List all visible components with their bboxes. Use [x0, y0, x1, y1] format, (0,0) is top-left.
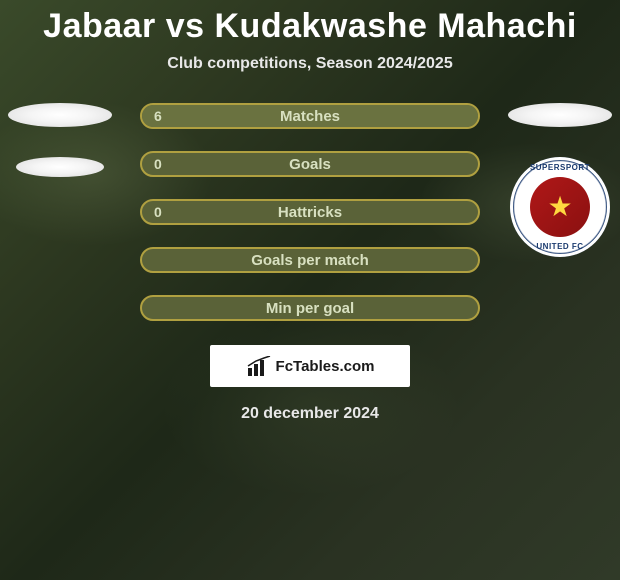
- bar-left-value: 0: [154, 156, 162, 172]
- brand-box: FcTables.com: [210, 345, 410, 387]
- right-player-column: SUPERSPORT ★ UNITED FC: [508, 103, 612, 257]
- bar-left-value: 6: [154, 108, 162, 124]
- stat-bar: 0 Goals: [140, 151, 480, 177]
- bar-label: Matches: [280, 108, 340, 125]
- brand-text: FcTables.com: [276, 358, 375, 375]
- right-club-badge: SUPERSPORT ★ UNITED FC: [510, 157, 610, 257]
- left-flag-icon: [8, 103, 112, 127]
- bar-label: Min per goal: [266, 300, 354, 317]
- club-badge-inner: ★: [530, 177, 590, 237]
- brand-chart-icon: [246, 356, 272, 376]
- star-icon: ★: [547, 193, 572, 221]
- comparison-card: Jabaar vs Kudakwashe Mahachi Club compet…: [0, 0, 620, 580]
- left-player-column: [8, 103, 112, 177]
- stat-bar: Goals per match: [140, 247, 480, 273]
- stat-bars: 6 Matches 0 Goals 0 Hattricks Goals per match M…: [140, 103, 480, 321]
- bar-label: Goals: [289, 156, 331, 173]
- main-area: SUPERSPORT ★ UNITED FC 6 Matches 0 Goals 0 Ha…: [0, 103, 620, 321]
- club-badge-bottom-text: UNITED FC: [536, 242, 583, 251]
- stat-bar: Min per goal: [140, 295, 480, 321]
- page-subtitle: Club competitions, Season 2024/2025: [167, 55, 452, 73]
- stat-bar: 6 Matches: [140, 103, 480, 129]
- club-badge-top-text: SUPERSPORT: [530, 163, 590, 172]
- footer-date: 20 december 2024: [241, 405, 379, 423]
- left-club-icon: [16, 157, 104, 177]
- bar-label: Hattricks: [278, 204, 342, 221]
- right-flag-icon: [508, 103, 612, 127]
- bar-label: Goals per match: [251, 252, 369, 269]
- bar-left-value: 0: [154, 204, 162, 220]
- page-title: Jabaar vs Kudakwashe Mahachi: [43, 8, 577, 45]
- stat-bar: 0 Hattricks: [140, 199, 480, 225]
